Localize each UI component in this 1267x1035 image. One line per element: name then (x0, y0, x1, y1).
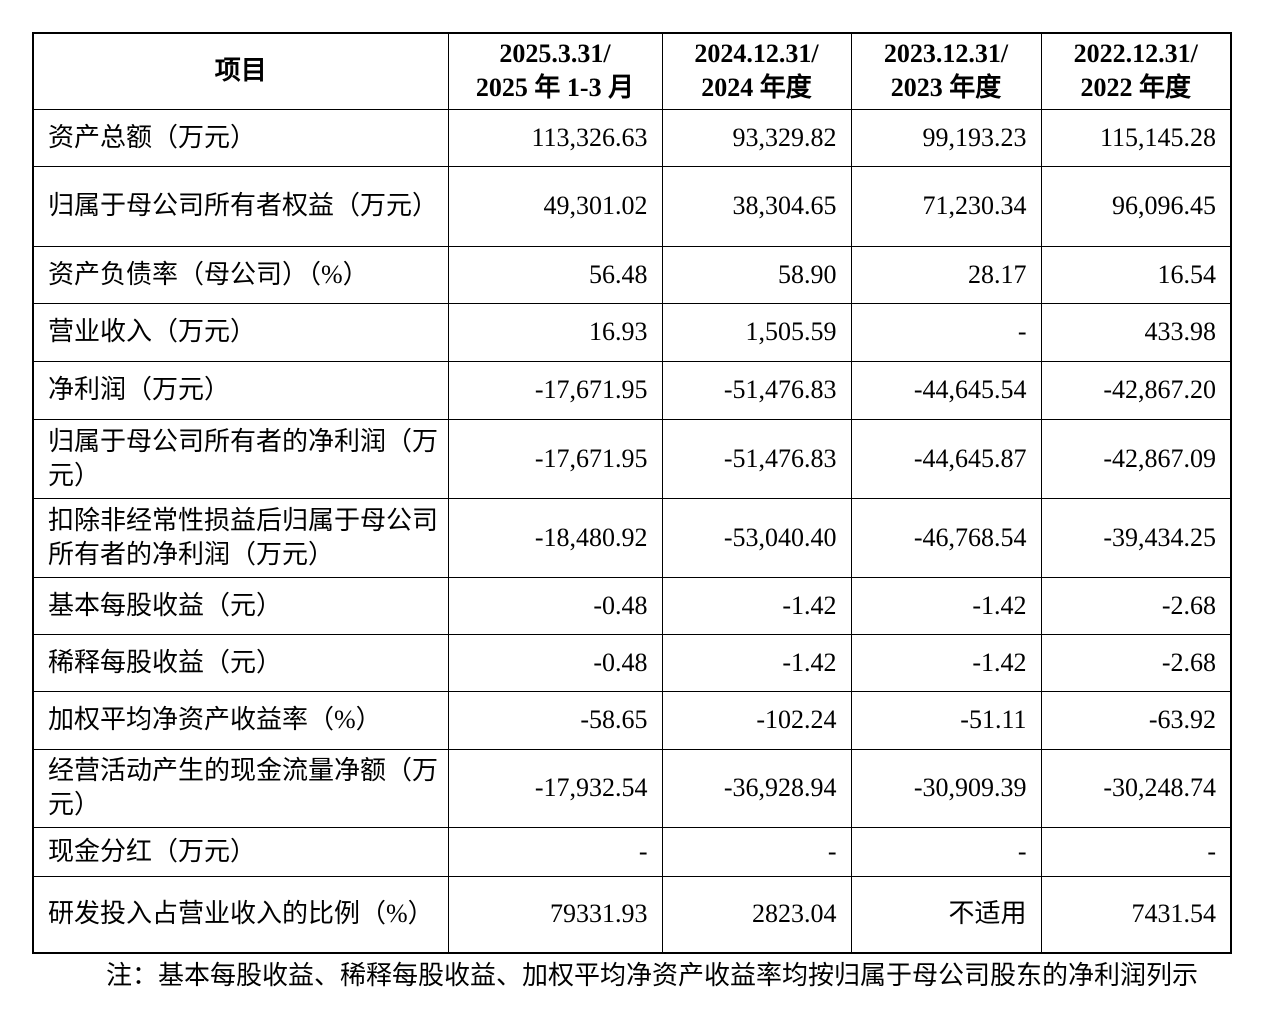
table-row: 营业收入（万元） 16.93 1,505.59-433.98 (32, 302, 1232, 362)
value-cell: -30,909.39 (850, 748, 1042, 828)
row-label: 现金分红（万元） (32, 826, 449, 877)
value-cell: -51,476.83 (661, 418, 852, 499)
value-cell: -1.42 (661, 633, 852, 692)
table-row: 研发投入占营业收入的比例（%） 79331.93 2823.04 不适用 7431.54 (32, 875, 1232, 954)
header-cell: 项目 (32, 32, 449, 110)
header-line: 2025.3.31/ (499, 39, 611, 69)
value-cell: - (661, 826, 852, 877)
header-line: 2024.12.31/ (694, 39, 819, 69)
table-row: 资产总额（万元） 113,326.63 93,329.82 99,193.23 115,… (32, 108, 1232, 167)
value-cell: -2.68 (1040, 633, 1232, 692)
table-row: 归属于母公司所有者的净利润（万元） -17,671.95 -51,476.83 -44… (32, 418, 1232, 499)
table-row: 稀释每股收益（元） -0.48 -1.42 -1.42 -2.68 (32, 633, 1232, 692)
value-cell: 113,326.63 (447, 108, 663, 167)
value-cell: -39,434.25 (1040, 497, 1232, 578)
value-cell: 433.98 (1040, 302, 1232, 362)
value-cell: 58.90 (661, 245, 852, 304)
table-row: 资产负债率（母公司）（%） 56.48 58.90 28.17 16.54 (32, 245, 1232, 304)
row-label: 稀释每股收益（元） (32, 633, 449, 692)
row-label: 研发投入占营业收入的比例（%） (32, 875, 449, 954)
value-cell: 16.54 (1040, 245, 1232, 304)
value-cell: -51,476.83 (661, 360, 852, 420)
value-cell: -46,768.54 (850, 497, 1042, 578)
value-cell: -53,040.40 (661, 497, 852, 578)
row-label: 扣除非经常性损益后归属于母公司所有者的净利润（万元） (32, 497, 449, 578)
value-cell: 7431.54 (1040, 875, 1232, 954)
value-cell: 2823.04 (661, 875, 852, 954)
value-cell: -18,480.92 (447, 497, 663, 578)
header-cell: 2022.12.31/2022 年度 (1040, 32, 1232, 110)
value-cell: -1.42 (661, 576, 852, 635)
row-label: 经营活动产生的现金流量净额（万元） (32, 748, 449, 828)
row-label: 归属于母公司所有者的净利润（万元） (32, 418, 449, 499)
value-cell: 96,096.45 (1040, 165, 1232, 247)
value-cell: -63.92 (1040, 690, 1232, 750)
value-cell: - (850, 826, 1042, 877)
row-label: 基本每股收益（元） (32, 576, 449, 635)
value-cell: -17,671.95 (447, 360, 663, 420)
header-cell: 2025.3.31/2025 年 1-3 月 (447, 32, 663, 110)
header-line: 2025 年 1-3 月 (475, 73, 635, 103)
value-cell: -17,671.95 (447, 418, 663, 499)
table-row: 基本每股收益（元） -0.48 -1.42 -1.42 -2.68 (32, 576, 1232, 635)
value-cell: 93,329.82 (661, 108, 852, 167)
header-line: 2023.12.31/ (883, 39, 1009, 69)
value-cell: 1,505.59 (661, 302, 852, 362)
value-cell: 56.48 (447, 245, 663, 304)
value-cell: - (850, 302, 1042, 362)
value-cell: -0.48 (447, 576, 663, 635)
note: 注：基本每股收益、稀释每股收益、加权平均净资产收益率均按归属于母公司股东的净利润… (106, 961, 1199, 990)
value-cell: - (447, 826, 663, 877)
value-cell: -2.68 (1040, 576, 1232, 635)
value-cell: -51.11 (850, 690, 1042, 750)
value-cell: -36,928.94 (661, 748, 852, 828)
row-label: 净利润（万元） (32, 360, 449, 420)
header-line: 2023 年度 (890, 73, 1002, 103)
table-row: 加权平均净资产收益率（%） -58.65 -102.24 -51.11 -63.92 (32, 690, 1232, 750)
value-cell: -1.42 (850, 633, 1042, 692)
header-line: 项目 (214, 56, 267, 86)
row-label: 资产总额（万元） (32, 108, 449, 167)
table-row: 经营活动产生的现金流量净额（万元） -17,932.54 -36,928.94 -30… (32, 748, 1232, 828)
value-cell: 16.93 (447, 302, 663, 362)
value-cell: 71,230.34 (850, 165, 1042, 247)
value-cell: 115,145.28 (1040, 108, 1232, 167)
value-cell: -58.65 (447, 690, 663, 750)
header-line: 2022.12.31/ (1073, 39, 1198, 69)
value-cell: 不适用 (850, 875, 1042, 954)
value-cell: -102.24 (661, 690, 852, 750)
value-cell: -30,248.74 (1040, 748, 1232, 828)
header-line: 2022 年度 (1080, 73, 1191, 103)
value-cell: -1.42 (850, 576, 1042, 635)
value-cell: -44,645.54 (850, 360, 1042, 420)
row-label: 营业收入（万元） (32, 302, 449, 362)
header-line: 2024 年度 (701, 73, 812, 103)
value-cell: 79331.93 (447, 875, 663, 954)
row-label: 资产负债率（母公司）（%） (32, 245, 449, 304)
value-cell: 38,304.65 (661, 165, 852, 247)
row-label: 归属于母公司所有者权益（万元） (32, 165, 449, 247)
header-row: 项目 2025.3.31/2025 年 1-3 月 2024.12.31/2024 … (32, 32, 1232, 110)
table-row: 归属于母公司所有者权益（万元） 49,301.02 38,304.65 71,230.… (32, 165, 1232, 247)
value-cell: 49,301.02 (447, 165, 663, 247)
value-cell: -42,867.20 (1040, 360, 1232, 420)
value-cell: - (1040, 826, 1232, 877)
table-row: 扣除非经常性损益后归属于母公司所有者的净利润（万元） -18,480.92 -53,… (32, 497, 1232, 578)
table-row: 现金分红（万元） - - - - (32, 826, 1232, 877)
header-cell: 2024.12.31/2024 年度 (661, 32, 852, 110)
header-cell: 2023.12.31/2023 年度 (850, 32, 1042, 110)
value-cell: 28.17 (850, 245, 1042, 304)
value-cell: 99,193.23 (850, 108, 1042, 167)
value-cell: -17,932.54 (447, 748, 663, 828)
row-label: 加权平均净资产收益率（%） (32, 690, 449, 750)
value-cell: -44,645.87 (850, 418, 1042, 499)
value-cell: -42,867.09 (1040, 418, 1232, 499)
table-row: 净利润（万元） -17,671.95 -51,476.83 -44,645.54 -42… (32, 360, 1232, 420)
financial-table: 项目 2025.3.31/2025 年 1-3 月 2024.12.31/2024 … (32, 32, 1232, 954)
value-cell: -0.48 (447, 633, 663, 692)
